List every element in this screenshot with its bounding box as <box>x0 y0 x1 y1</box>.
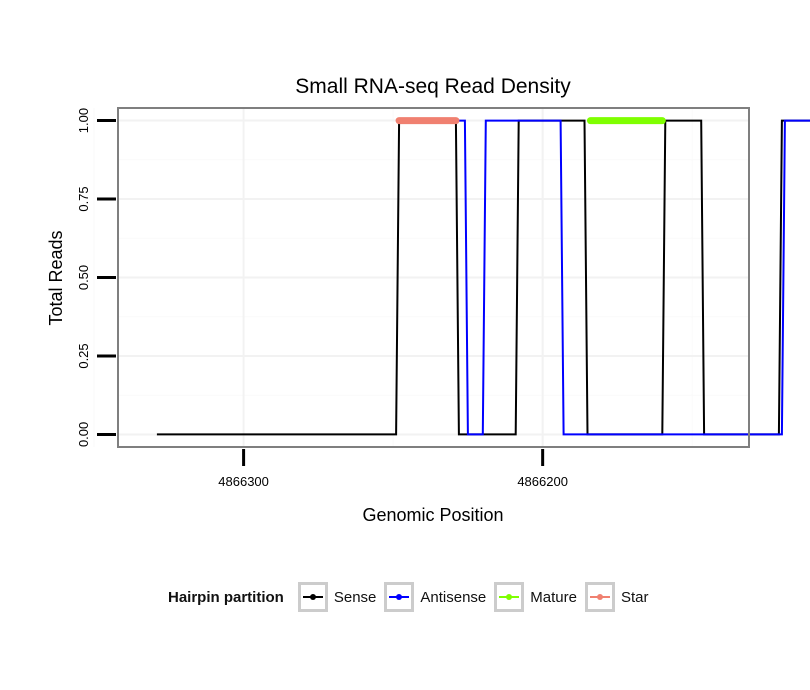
legend-label-antisense: Antisense <box>420 588 487 606</box>
legend-dot-mature <box>506 594 513 600</box>
legend-dot-star <box>596 594 603 600</box>
legend-item-antisense: Antisense <box>384 582 486 612</box>
x-axis: 4866300 4866200 <box>218 449 568 489</box>
x-tick-label: 4866300 <box>218 474 269 489</box>
legend-item-star: Star <box>584 582 649 612</box>
legend-dot-antisense <box>396 594 403 600</box>
y-tick-label: 0.00 <box>76 422 91 447</box>
y-tick-label: 0.25 <box>76 343 91 368</box>
legend: Hairpin partition Sense Antisense Mature… <box>168 578 656 616</box>
chart-title: Small RNA-seq Read Density <box>295 75 571 98</box>
y-tick-label: 1.00 <box>76 108 91 133</box>
legend-item-mature: Mature <box>494 582 577 612</box>
y-axis-label: Total Reads <box>46 230 66 325</box>
series-line-antisense <box>458 119 810 436</box>
legend-key-antisense <box>384 582 415 612</box>
x-tick-label: 4866200 <box>517 474 568 489</box>
series-lines <box>156 117 810 436</box>
x-axis-label: Genomic Position <box>362 505 503 525</box>
legend-key-star <box>584 582 615 612</box>
legend-key-mature <box>494 582 525 612</box>
legend-dot-sense <box>309 594 316 600</box>
grid-lines <box>93 108 749 447</box>
legend-item-sense: Sense <box>297 582 377 612</box>
series-line-sense <box>156 119 810 436</box>
y-tick-label: 0.75 <box>76 186 91 211</box>
y-tick-label: 0.50 <box>76 265 91 290</box>
plot-panel-border <box>117 107 750 448</box>
y-axis: 0.00 0.25 0.50 0.75 1.00 <box>76 108 116 447</box>
legend-title: Hairpin partition <box>168 588 284 606</box>
legend-label-mature: Mature <box>530 588 577 606</box>
legend-label-sense: Sense <box>333 588 377 606</box>
legend-key-sense <box>297 582 328 612</box>
legend-label-star: Star <box>620 588 649 606</box>
